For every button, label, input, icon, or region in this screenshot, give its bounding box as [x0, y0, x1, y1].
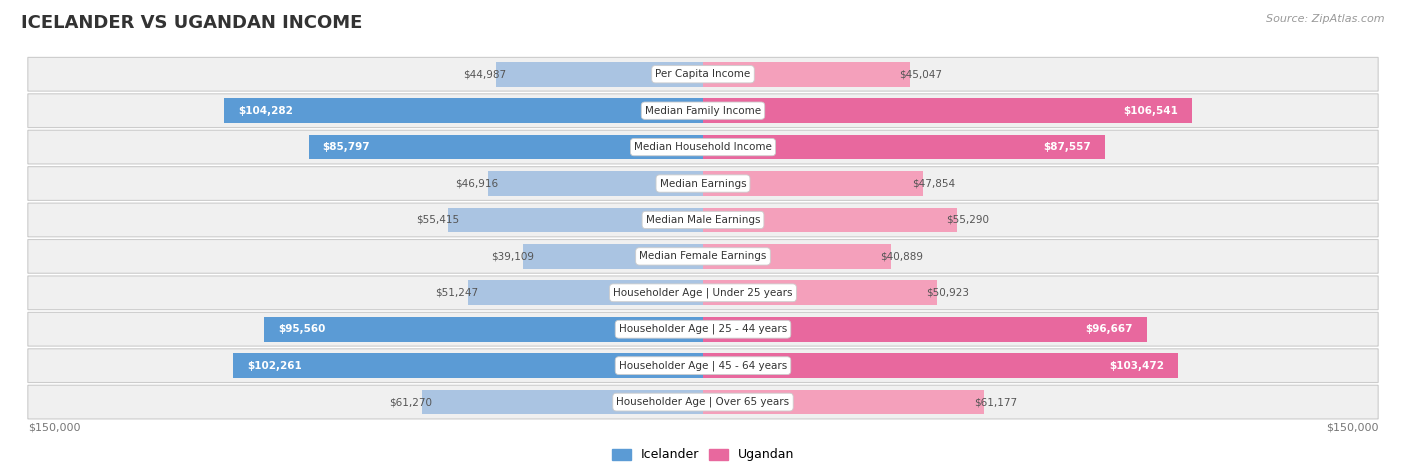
Text: $55,290: $55,290 — [946, 215, 990, 225]
Bar — [703, 207, 957, 233]
Text: $150,000: $150,000 — [1326, 422, 1378, 432]
Text: Householder Age | Under 25 years: Householder Age | Under 25 years — [613, 288, 793, 298]
Text: Source: ZipAtlas.com: Source: ZipAtlas.com — [1267, 14, 1385, 24]
Text: $96,667: $96,667 — [1085, 324, 1133, 334]
FancyBboxPatch shape — [28, 130, 1378, 164]
Bar — [703, 171, 922, 196]
Bar — [703, 280, 936, 305]
Text: ICELANDER VS UGANDAN INCOME: ICELANDER VS UGANDAN INCOME — [21, 14, 363, 32]
Text: $47,854: $47,854 — [912, 178, 956, 189]
Text: $106,541: $106,541 — [1123, 106, 1178, 116]
FancyBboxPatch shape — [28, 240, 1378, 273]
Text: $44,987: $44,987 — [464, 69, 506, 79]
Bar — [703, 317, 1147, 342]
Bar — [422, 389, 703, 415]
Text: Median Family Income: Median Family Income — [645, 106, 761, 116]
Text: $150,000: $150,000 — [28, 422, 80, 432]
Text: $61,270: $61,270 — [389, 397, 432, 407]
Text: $45,047: $45,047 — [900, 69, 942, 79]
Bar — [264, 317, 703, 342]
FancyBboxPatch shape — [28, 385, 1378, 419]
Bar — [468, 280, 703, 305]
Bar — [224, 98, 703, 123]
FancyBboxPatch shape — [28, 276, 1378, 310]
Bar — [449, 207, 703, 233]
Text: Median Earnings: Median Earnings — [659, 178, 747, 189]
Bar — [703, 134, 1105, 160]
Bar — [703, 353, 1178, 378]
Text: Householder Age | Over 65 years: Householder Age | Over 65 years — [616, 397, 790, 407]
Text: $95,560: $95,560 — [278, 324, 325, 334]
Legend: Icelander, Ugandan: Icelander, Ugandan — [612, 448, 794, 461]
Bar — [488, 171, 703, 196]
Text: $50,923: $50,923 — [927, 288, 970, 298]
Bar — [233, 353, 703, 378]
Text: Median Female Earnings: Median Female Earnings — [640, 251, 766, 262]
Bar — [309, 134, 703, 160]
FancyBboxPatch shape — [28, 203, 1378, 237]
Bar — [523, 244, 703, 269]
Bar — [703, 244, 891, 269]
Text: Median Household Income: Median Household Income — [634, 142, 772, 152]
FancyBboxPatch shape — [28, 349, 1378, 382]
Bar — [496, 62, 703, 87]
Text: $51,247: $51,247 — [434, 288, 478, 298]
Bar — [703, 389, 984, 415]
Text: Per Capita Income: Per Capita Income — [655, 69, 751, 79]
Text: Householder Age | 25 - 44 years: Householder Age | 25 - 44 years — [619, 324, 787, 334]
Text: $102,261: $102,261 — [247, 361, 302, 371]
Text: Householder Age | 45 - 64 years: Householder Age | 45 - 64 years — [619, 361, 787, 371]
Text: $40,889: $40,889 — [880, 251, 924, 262]
FancyBboxPatch shape — [28, 57, 1378, 91]
Text: $85,797: $85,797 — [323, 142, 370, 152]
Text: $103,472: $103,472 — [1109, 361, 1164, 371]
Text: $39,109: $39,109 — [491, 251, 534, 262]
Bar — [703, 98, 1192, 123]
FancyBboxPatch shape — [28, 167, 1378, 200]
Text: Median Male Earnings: Median Male Earnings — [645, 215, 761, 225]
FancyBboxPatch shape — [28, 312, 1378, 346]
Text: $46,916: $46,916 — [454, 178, 498, 189]
Text: $61,177: $61,177 — [973, 397, 1017, 407]
FancyBboxPatch shape — [28, 94, 1378, 127]
Bar — [703, 62, 910, 87]
Text: $55,415: $55,415 — [416, 215, 458, 225]
Text: $87,557: $87,557 — [1043, 142, 1091, 152]
Text: $104,282: $104,282 — [238, 106, 292, 116]
